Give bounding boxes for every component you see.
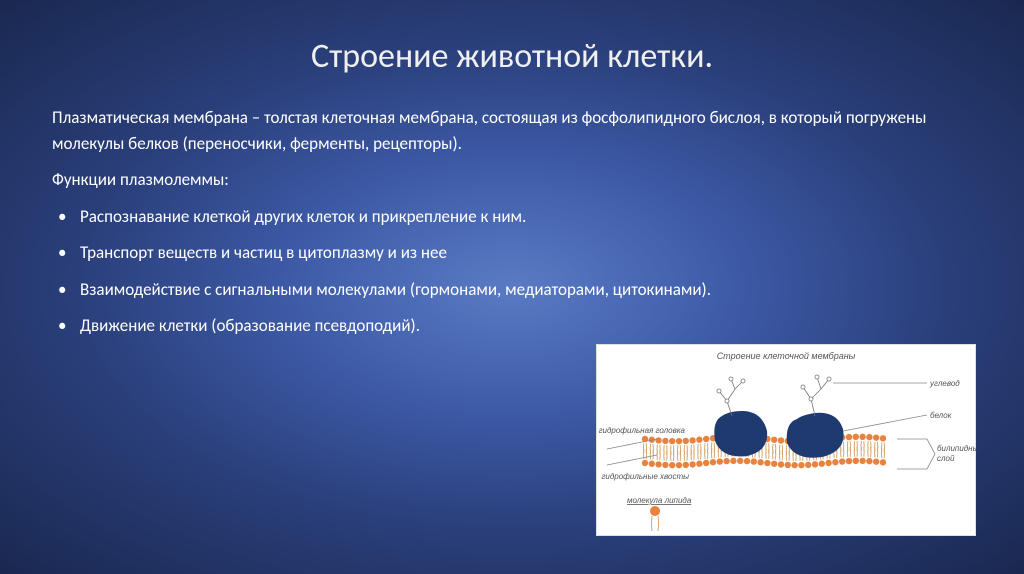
label-lipid-molecule: молекула липида xyxy=(627,496,692,505)
lipid-molecule-icon xyxy=(650,506,660,531)
slide-content: Плазматическая мембрана – толстая клеточ… xyxy=(0,105,1024,339)
paragraph-functions-heading: Функции плазмолеммы: xyxy=(52,167,972,193)
functions-list: Распознавание клеткой других клеток и пр… xyxy=(52,204,972,339)
slide-title: Строение животной клетки. xyxy=(0,0,1024,105)
diagram-svg: углевод белок билипидный слой слой гидро… xyxy=(597,361,977,539)
paragraph-definition: Плазматическая мембрана – толстая клеточ… xyxy=(52,105,972,156)
list-item: Транспорт веществ и частиц в цитоплазму … xyxy=(52,240,972,266)
label-carbohydrate: углевод xyxy=(929,379,960,388)
label-protein: белок xyxy=(930,411,953,420)
svg-text:слой: слой xyxy=(937,454,955,463)
membrane-protein xyxy=(787,413,844,458)
membrane-diagram: Строение клеточной мембраны xyxy=(596,344,976,536)
carbohydrate-chain xyxy=(801,375,831,416)
diagram-title: Строение клеточной мембраны xyxy=(597,345,975,361)
list-item: Движение клетки (образование псевдоподий… xyxy=(52,313,972,339)
membrane-protein xyxy=(714,411,767,456)
carbohydrate-chain xyxy=(717,377,745,416)
label-hydrophilic-head: гидрофильная головка xyxy=(599,426,686,435)
label-bilayer: билипидный слой xyxy=(937,444,977,453)
label-hydrophobic-tails: гидрофильные хвосты xyxy=(601,472,689,481)
list-item: Распознавание клеткой других клеток и пр… xyxy=(52,204,972,230)
list-item: Взаимодействие с сигнальными молекулами … xyxy=(52,277,972,303)
